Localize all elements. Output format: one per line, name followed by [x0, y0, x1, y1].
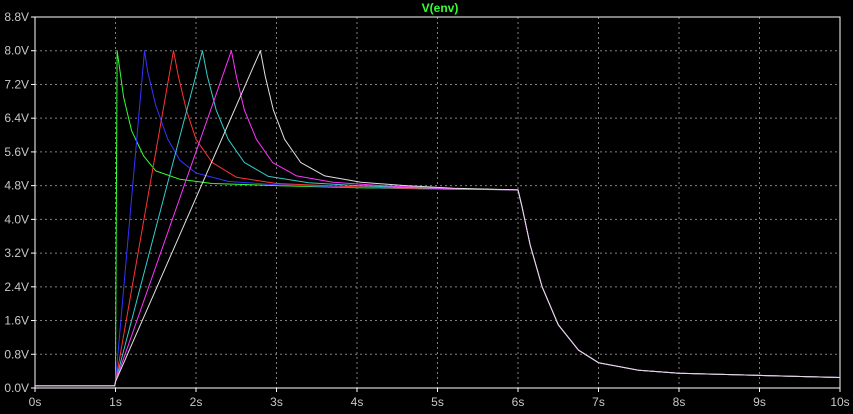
y-tick-label: 0.8V [4, 347, 29, 361]
y-tick-label: 4.8V [4, 179, 29, 193]
y-tick-label: 4.0V [4, 212, 29, 226]
x-tick-label: 10s [830, 395, 849, 409]
x-tick-label: 0s [29, 395, 42, 409]
series-line-6 [35, 50, 841, 387]
y-tick-label: 3.2V [4, 246, 29, 260]
x-tick-label: 1s [109, 395, 122, 409]
y-tick-label: 5.6V [4, 145, 29, 159]
x-tick-label: 2s [190, 395, 203, 409]
y-tick-label: 6.4V [4, 111, 29, 125]
y-tick-label: 1.6V [4, 314, 29, 328]
y-tick-label: 8.8V [4, 10, 29, 24]
chart-title: V(env) [422, 1, 459, 15]
plot-frame [31, 16, 841, 392]
y-tick-label: 2.4V [4, 280, 29, 294]
x-tick-label: 8s [673, 395, 686, 409]
x-tick-label: 9s [753, 395, 766, 409]
x-tick-label: 6s [512, 395, 525, 409]
y-tick-label: 0.0V [4, 381, 29, 395]
grid-lines [35, 17, 840, 388]
x-tick-label: 3s [270, 395, 283, 409]
y-axis-ticks: 0.0V 0.8V 1.6V 2.4V 3.2V 4.0V 4.8V 5.6V 6.4V 7.2V… [4, 10, 29, 395]
x-axis-ticks: 0s 1s 2s 3s 4s 5s 6s 7s 8s 9s 10s [29, 395, 850, 409]
x-tick-label: 4s [351, 395, 364, 409]
series-layer [35, 50, 841, 387]
x-tick-label: 7s [592, 395, 605, 409]
x-tick-label: 5s [431, 395, 444, 409]
y-tick-label: 8.0V [4, 44, 29, 58]
y-tick-label: 7.2V [4, 77, 29, 91]
